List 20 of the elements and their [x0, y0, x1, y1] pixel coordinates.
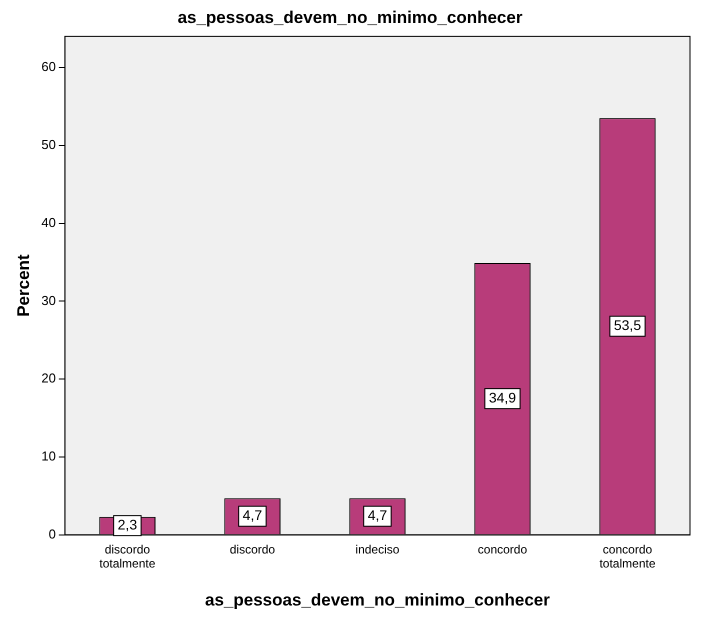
y-tick-label: 10	[41, 448, 56, 464]
y-tick-label: 20	[41, 370, 56, 386]
x-tick-label: concordo totalmente	[599, 542, 656, 571]
x-tick-label: concordo	[478, 542, 528, 556]
data-label: 4,7	[368, 507, 388, 524]
x-tick-label: indeciso	[355, 542, 400, 556]
y-tick-label: 0	[48, 526, 56, 542]
data-label: 34,9	[488, 390, 516, 406]
data-label: 4,7	[242, 507, 262, 524]
x-axis-title: as_pessoas_devem_no_minimo_conhecer	[204, 590, 550, 610]
y-axis-title: Percent	[14, 254, 33, 317]
data-label: 2,3	[118, 516, 138, 532]
y-tick-label: 40	[41, 214, 56, 230]
y-tick-label: 30	[41, 292, 56, 308]
y-tick-label: 60	[41, 59, 56, 74]
y-tick-label: 50	[41, 137, 56, 152]
x-tick-label: discordo	[230, 542, 276, 556]
x-tick-label: discordo totalmente	[99, 542, 156, 571]
chart-title: as_pessoas_devem_no_minimo_conhecer	[178, 8, 523, 27]
data-label: 53,5	[614, 317, 642, 334]
